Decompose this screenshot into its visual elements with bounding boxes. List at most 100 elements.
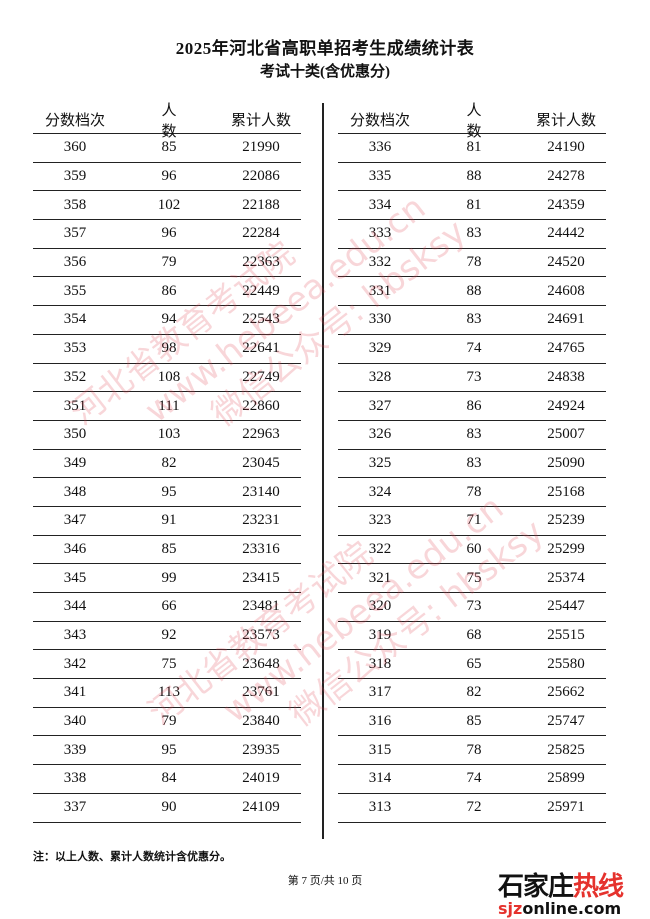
- table-row: 356 79 22363: [33, 249, 301, 278]
- count-cell: 86: [466, 397, 482, 414]
- count-cell: 71: [466, 512, 482, 529]
- table-row: 315 78 25825: [338, 736, 606, 766]
- cumulative-cell: 23935: [242, 741, 280, 758]
- page-subtitle: 考试十类(含优惠分): [260, 64, 390, 80]
- score-cell: 338: [63, 770, 87, 787]
- score-cell: 354: [63, 311, 87, 328]
- table-row: 326 83 25007: [338, 421, 606, 450]
- score-cell: 337: [63, 799, 87, 816]
- count-cell: 108: [157, 368, 181, 385]
- table-row: 352 108 22749: [33, 364, 301, 393]
- count-cell: 75: [161, 655, 177, 672]
- table-row: 344 66 23481: [33, 593, 301, 622]
- count-cell: 85: [161, 540, 177, 557]
- cumulative-cell: 23481: [242, 598, 280, 615]
- table-row: 335 88 24278: [338, 163, 606, 192]
- logo-text: sjz: [498, 899, 523, 918]
- score-cell: 336: [368, 139, 392, 156]
- score-cell: 353: [63, 340, 87, 357]
- score-cell: 351: [63, 397, 87, 414]
- table-row: 341 113 23761: [33, 679, 301, 708]
- count-cell: 99: [161, 569, 177, 586]
- table-row: 349 82 23045: [33, 450, 301, 479]
- table-row: 354 94 22543: [33, 306, 301, 335]
- cumulative-cell: 21990: [242, 139, 280, 156]
- count-cell: 78: [466, 254, 482, 271]
- count-cell: 102: [157, 196, 181, 213]
- count-cell: 113: [158, 684, 180, 701]
- cumulative-cell: 22284: [242, 225, 280, 242]
- table-row: 355 86 22449: [33, 277, 301, 307]
- col-cumulative: 累计人数: [230, 111, 291, 129]
- table-row: 350 103 22963: [33, 421, 301, 450]
- count-cell: 60: [466, 540, 482, 557]
- cumulative-cell: 25090: [547, 454, 585, 471]
- count-cell: 74: [466, 770, 482, 787]
- cumulative-cell: 22188: [242, 196, 280, 213]
- cumulative-cell: 24278: [547, 168, 585, 185]
- count-cell: 73: [466, 598, 482, 615]
- table-row: 346 85 23316: [33, 536, 301, 565]
- cumulative-cell: 25825: [547, 741, 585, 758]
- table-row: 351 111 22860: [33, 392, 301, 421]
- count-cell: 85: [466, 713, 482, 730]
- score-cell: 313: [368, 799, 392, 816]
- cumulative-cell: 24924: [547, 397, 585, 414]
- table-row: 338 84 24019: [33, 765, 301, 794]
- cumulative-cell: 25239: [547, 512, 585, 529]
- table-row: 343 92 23573: [33, 622, 301, 651]
- score-cell: 317: [368, 684, 392, 701]
- cumulative-cell: 24838: [547, 368, 585, 385]
- count-cell: 65: [466, 655, 482, 672]
- score-table-right: 分数档次 人 数 累计人数 336 81 24190 335 88 24278 334 81 2…: [338, 101, 606, 823]
- score-cell: 334: [368, 196, 392, 213]
- table-row: 334 81 24359: [338, 191, 606, 221]
- cumulative-cell: 23045: [242, 454, 280, 471]
- cumulative-cell: 22749: [242, 368, 280, 385]
- cumulative-cell: 22449: [242, 282, 280, 299]
- table-row: 323 71 25239: [338, 507, 606, 536]
- score-cell: 314: [368, 770, 392, 787]
- table-row: 313 72 25971: [338, 794, 606, 823]
- score-cell: 316: [368, 713, 392, 730]
- score-cell: 318: [368, 655, 392, 672]
- count-cell: 79: [161, 254, 177, 271]
- count-cell: 78: [466, 741, 482, 758]
- table-row: 325 83 25090: [338, 450, 606, 479]
- col-cumulative: 累计人数: [535, 111, 596, 129]
- score-cell: 349: [63, 454, 87, 471]
- count-cell: 96: [161, 225, 177, 242]
- score-cell: 348: [63, 483, 87, 500]
- col-count: 人 数: [466, 100, 533, 140]
- count-cell: 85: [161, 139, 177, 156]
- cumulative-cell: 25168: [547, 483, 585, 500]
- cumulative-cell: 25515: [547, 627, 585, 644]
- score-cell: 350: [63, 426, 87, 443]
- score-cell: 359: [63, 168, 87, 185]
- table-row: 336 81 24190: [338, 134, 606, 163]
- cumulative-cell: 24109: [242, 799, 280, 816]
- table-row: 359 96 22086: [33, 163, 301, 192]
- table-row: 347 91 23231: [33, 507, 301, 536]
- count-cell: 92: [161, 627, 177, 644]
- cumulative-cell: 25971: [547, 799, 585, 816]
- cumulative-cell: 22086: [242, 168, 280, 185]
- score-cell: 347: [63, 512, 87, 529]
- score-cell: 327: [368, 397, 392, 414]
- table-row: 353 98 22641: [33, 335, 301, 364]
- table-row: 340 79 23840: [33, 708, 301, 737]
- score-table-left: 分数档次 人 数 累计人数 360 85 21990 359 96 22086 358 102…: [33, 101, 301, 823]
- count-cell: 103: [157, 426, 181, 443]
- score-cell: 326: [368, 426, 392, 443]
- cumulative-cell: 25580: [547, 655, 585, 672]
- count-cell: 73: [466, 368, 482, 385]
- table-row: 319 68 25515: [338, 622, 606, 651]
- table-row: 337 90 24109: [33, 794, 301, 823]
- cumulative-cell: 24765: [547, 340, 585, 357]
- score-cell: 315: [368, 741, 392, 758]
- score-cell: 352: [63, 368, 87, 385]
- column-divider: [322, 103, 324, 839]
- score-cell: 342: [63, 655, 87, 672]
- table-row: 339 95 23935: [33, 736, 301, 766]
- table-header: 分数档次 人 数 累计人数: [33, 101, 301, 140]
